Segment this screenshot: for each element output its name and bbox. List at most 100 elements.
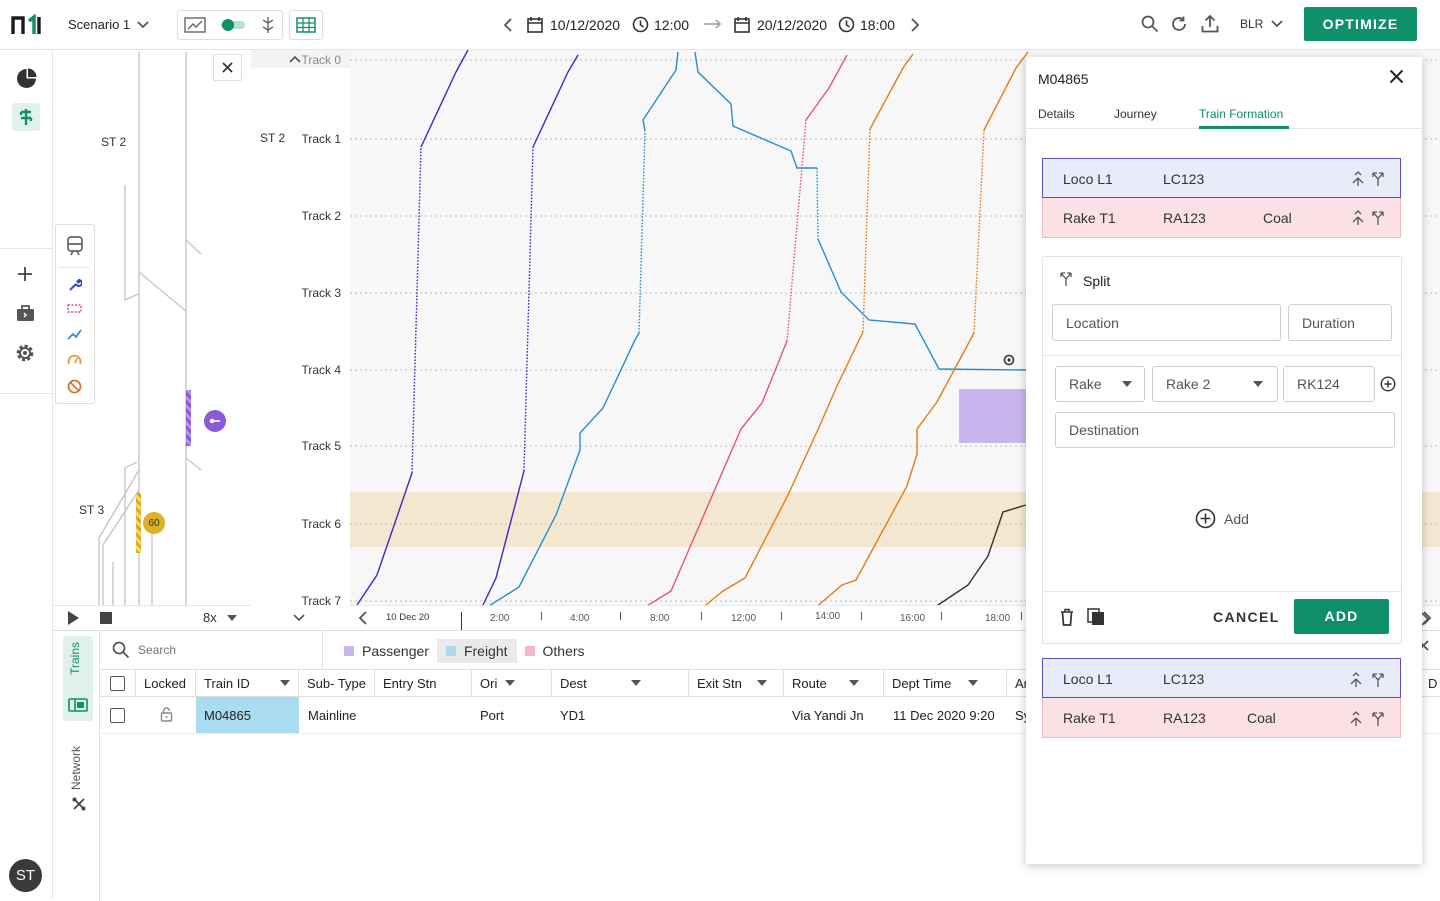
occupied-track-segment[interactable] xyxy=(186,390,191,446)
region-label: BLR xyxy=(1240,17,1264,31)
app-logo[interactable] xyxy=(11,14,43,36)
plus-icon[interactable] xyxy=(17,266,33,282)
column-header-train-id[interactable]: Train ID xyxy=(196,670,299,696)
briefcase-icon[interactable] xyxy=(16,304,35,322)
column-header-dept-time[interactable]: Dept Time xyxy=(884,670,1007,696)
play-icon[interactable] xyxy=(66,610,80,626)
merge-icon[interactable] xyxy=(1349,672,1363,688)
count-badge[interactable]: 60 xyxy=(143,512,165,534)
prev-range-icon[interactable] xyxy=(502,17,514,33)
merge-icon[interactable] xyxy=(1349,711,1363,727)
table-view-button[interactable] xyxy=(289,10,323,40)
column-header-route[interactable]: Route xyxy=(784,670,884,696)
tab-journey[interactable]: Journey xyxy=(1114,107,1157,121)
chevron-up-icon[interactable] xyxy=(289,55,301,63)
scroll-left-icon[interactable] xyxy=(358,611,368,625)
legend-label: Freight xyxy=(463,643,508,659)
train-marker[interactable] xyxy=(204,410,226,432)
legend-others[interactable]: Others xyxy=(517,643,593,659)
select-all-checkbox[interactable] xyxy=(110,675,125,691)
rake-code-input[interactable]: RK124 xyxy=(1283,366,1375,402)
next-range-icon[interactable] xyxy=(909,17,921,33)
table-header: Locked Train ID Sub- Type Entry Stn Ori … xyxy=(100,669,1440,697)
pie-chart-icon[interactable] xyxy=(16,68,37,89)
column-header-d[interactable]: D xyxy=(1428,675,1438,691)
location-input[interactable]: Location xyxy=(1052,304,1281,341)
search-icon[interactable] xyxy=(1141,15,1159,33)
active-tab-indicator xyxy=(1199,126,1289,129)
route-icon[interactable] xyxy=(67,328,82,341)
destination-input[interactable]: Destination xyxy=(1055,412,1395,448)
speed-icon[interactable] xyxy=(67,353,82,365)
merge-icon[interactable] xyxy=(1351,210,1365,226)
schedule-nav-button[interactable] xyxy=(12,103,40,131)
occupied-track-segment[interactable] xyxy=(136,493,141,553)
avatar[interactable]: ST xyxy=(9,859,42,892)
merge-icon[interactable] xyxy=(1351,171,1365,187)
form-divider xyxy=(1043,591,1401,592)
table-row[interactable]: M04865 Mainline Port YD1 Via Yandi Jn 11… xyxy=(100,697,1440,733)
legend-passenger[interactable]: Passenger xyxy=(336,643,437,659)
column-header-sub-type[interactable]: Sub- Type xyxy=(299,670,375,696)
rake-select[interactable]: Rake 2 xyxy=(1152,366,1278,402)
unit-type-select[interactable]: Rake xyxy=(1055,366,1145,402)
add-unit-button[interactable]: Add xyxy=(1195,508,1249,529)
column-header-exit-stn[interactable]: Exit Stn xyxy=(689,670,784,696)
playback-speed-select[interactable]: 8x xyxy=(203,610,237,625)
start-date[interactable]: 10/12/2020 xyxy=(550,17,621,33)
arrow-right-icon xyxy=(703,18,723,30)
chevron-down-icon[interactable] xyxy=(293,614,305,622)
refresh-icon[interactable] xyxy=(1170,15,1188,33)
optimize-button[interactable]: OPTIMIZE xyxy=(1304,7,1417,41)
unlock-icon[interactable] xyxy=(160,707,173,722)
cancel-button[interactable]: CANCEL xyxy=(1213,609,1280,625)
tab-details[interactable]: Details xyxy=(1038,107,1075,121)
formation-row-loco[interactable]: Loco L1 LC123 xyxy=(1042,158,1401,198)
end-date[interactable]: 20/12/2020 xyxy=(757,17,828,33)
close-icon[interactable] xyxy=(1389,69,1404,84)
stop-icon[interactable] xyxy=(99,611,113,625)
gear-icon[interactable] xyxy=(15,343,35,363)
split-icon[interactable] xyxy=(1371,171,1385,187)
add-button[interactable]: ADD xyxy=(1294,599,1389,634)
column-header-arr[interactable]: Ar xyxy=(1015,675,1028,691)
column-header-locked[interactable]: Locked xyxy=(136,670,196,696)
formation-row-loco[interactable]: Loco L1 LC123 xyxy=(1042,658,1401,698)
column-header-dest[interactable]: Dest xyxy=(552,670,689,696)
upload-icon[interactable] xyxy=(1201,14,1219,33)
train-id-cell[interactable] xyxy=(196,697,299,733)
scenario-dropdown[interactable]: Scenario 1 xyxy=(68,17,150,32)
passenger-block[interactable] xyxy=(959,389,1029,443)
close-map-button[interactable] xyxy=(213,54,242,81)
end-time[interactable]: 18:00 xyxy=(860,17,896,33)
scroll-right-icon[interactable] xyxy=(1420,612,1430,626)
column-header-ori[interactable]: Ori xyxy=(472,670,552,696)
network-view-icon[interactable] xyxy=(260,16,276,34)
unit-cargo: Coal xyxy=(1247,710,1276,726)
legend-freight[interactable]: Freight xyxy=(436,639,517,663)
train-icon[interactable] xyxy=(66,236,84,256)
search-input[interactable] xyxy=(138,640,308,660)
copy-icon[interactable] xyxy=(1087,608,1105,626)
start-time[interactable]: 12:00 xyxy=(654,17,690,33)
view-toggle-switch[interactable] xyxy=(219,18,247,32)
duration-input[interactable]: Duration xyxy=(1288,304,1392,341)
track-block-icon[interactable] xyxy=(67,303,82,314)
formation-row-rake[interactable]: Rake T1 RA123 Coal xyxy=(1042,198,1401,238)
split-icon[interactable] xyxy=(1371,672,1385,688)
formation-row-rake[interactable]: Rake T1 RA123 Coal xyxy=(1042,698,1401,738)
chart-view-icon[interactable] xyxy=(184,17,207,33)
column-header-entry-stn[interactable]: Entry Stn xyxy=(375,670,472,696)
tab-network[interactable]: Network xyxy=(67,746,89,816)
tab-trains[interactable]: Trains xyxy=(63,636,93,721)
split-icon[interactable] xyxy=(1371,711,1385,727)
row-checkbox[interactable] xyxy=(110,708,125,723)
split-icon[interactable] xyxy=(1371,210,1385,226)
trash-icon[interactable] xyxy=(1060,608,1074,626)
region-dropdown[interactable]: BLR xyxy=(1240,17,1284,31)
block-icon[interactable] xyxy=(67,379,82,394)
wrench-icon[interactable] xyxy=(68,278,82,292)
search-box[interactable] xyxy=(100,631,323,669)
tab-train-formation[interactable]: Train Formation xyxy=(1199,107,1284,121)
add-circle-icon[interactable] xyxy=(1380,376,1396,392)
